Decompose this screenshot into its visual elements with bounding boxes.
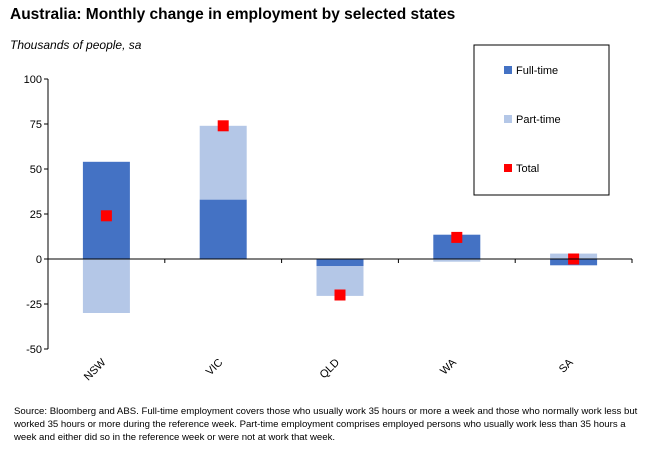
chart-title: Australia: Monthly change in employment … xyxy=(10,6,456,23)
legend-swatch-full-time xyxy=(504,66,512,74)
x-tick-label-sa: SA xyxy=(557,356,576,375)
legend-box xyxy=(473,44,610,196)
y-tick-label: -25 xyxy=(26,299,42,311)
y-tick-label: 25 xyxy=(30,209,42,221)
employment-chart: NSW VIC QLD WA SA 100 75 50 25 0 -25 -50 Full-time P… xyxy=(24,44,633,383)
y-tick-label: 75 xyxy=(30,119,42,131)
total-marker-vic xyxy=(217,120,229,132)
legend-swatch-total xyxy=(504,164,512,172)
y-tick-label: 50 xyxy=(30,164,42,176)
full-time-bar-vic xyxy=(199,199,247,259)
x-tick-label-vic: VIC xyxy=(204,357,225,378)
part-time-bar-vic xyxy=(199,125,247,200)
x-tick-label-wa: WA xyxy=(438,356,459,377)
y-tick-label: 100 xyxy=(24,74,42,86)
part-time-bar-wa xyxy=(433,259,481,262)
legend-swatch-part-time xyxy=(504,115,512,123)
y-tick-label: 0 xyxy=(36,254,42,266)
source-note: Source: Bloomberg and ABS. Full-time emp… xyxy=(14,406,638,443)
part-time-bar-nsw xyxy=(82,259,130,313)
total-marker-nsw xyxy=(100,210,112,222)
legend-label-part-time: Part-time xyxy=(516,114,561,126)
y-tick-label: -50 xyxy=(26,344,42,356)
total-marker-wa xyxy=(451,231,463,243)
x-tick-label-nsw: NSW xyxy=(82,356,109,383)
x-tick-label-qld: QLD xyxy=(318,357,343,382)
full-time-bar-qld xyxy=(316,259,364,267)
legend-label-total: Total xyxy=(516,163,539,175)
total-marker-qld xyxy=(334,289,346,301)
legend-label-full-time: Full-time xyxy=(516,65,558,77)
chart-subtitle: Thousands of people, sa xyxy=(10,38,142,52)
